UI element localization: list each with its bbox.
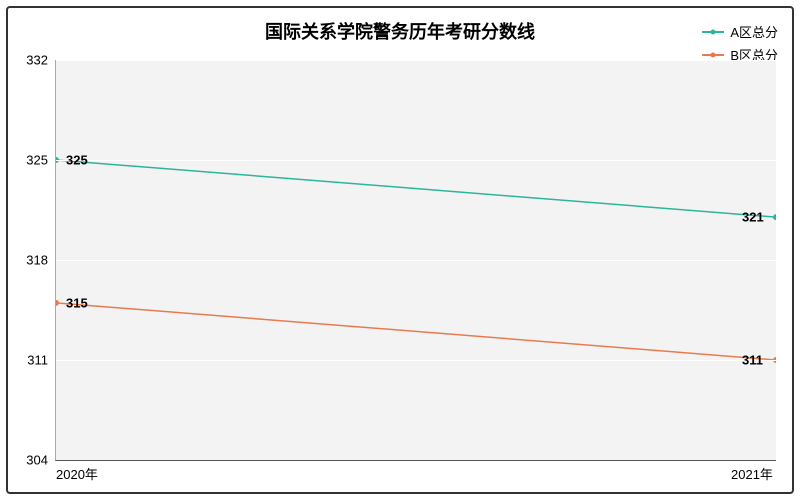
series-line — [56, 160, 776, 217]
y-tick-label: 311 — [8, 353, 48, 368]
y-tick-label: 332 — [8, 53, 48, 68]
value-label: 325 — [66, 153, 88, 168]
series-point — [773, 214, 776, 220]
chart-container: 国际关系学院警务历年考研分数线 A区总分 B区总分 30431131832533… — [0, 0, 800, 500]
legend-swatch-a — [702, 31, 724, 33]
value-label: 321 — [742, 210, 764, 225]
legend-swatch-b — [702, 54, 724, 56]
y-tick-label: 318 — [8, 253, 48, 268]
gridline — [56, 360, 776, 361]
value-label: 315 — [66, 295, 88, 310]
y-tick-label: 304 — [8, 453, 48, 468]
x-tick-label: 2021年 — [731, 464, 773, 483]
series-line — [56, 303, 776, 360]
plot-area: 3043113183253322020年2021年325321315311 — [55, 60, 776, 461]
gridline — [56, 60, 776, 61]
legend-item-a: A区总分 — [702, 22, 778, 41]
x-tick-label: 2020年 — [56, 464, 98, 483]
gridline — [56, 160, 776, 161]
gridline — [56, 260, 776, 261]
value-label: 311 — [742, 353, 763, 368]
y-tick-label: 325 — [8, 153, 48, 168]
series-point — [56, 300, 59, 306]
chart-title: 国际关系学院警务历年考研分数线 — [0, 18, 800, 44]
legend-label-a: A区总分 — [730, 22, 778, 41]
